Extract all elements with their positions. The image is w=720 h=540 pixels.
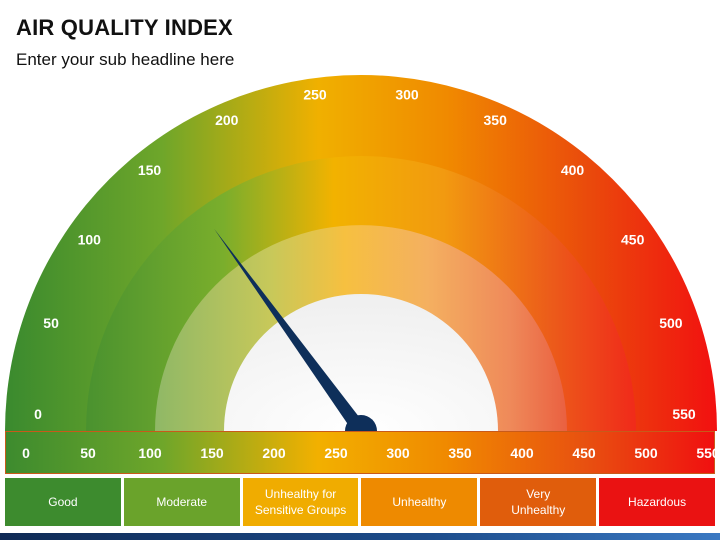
scale-label: 500 bbox=[634, 445, 658, 461]
category-2: Moderate bbox=[123, 478, 240, 526]
scale-label: 350 bbox=[448, 445, 472, 461]
scale-label: 450 bbox=[572, 445, 596, 461]
scale-label: 200 bbox=[262, 445, 286, 461]
arc-label: 250 bbox=[303, 86, 327, 102]
scale-bar: 0 50 100 150 200 250 300 350 400 450 500 550 bbox=[5, 431, 720, 474]
aqi-categories: Good Moderate Unhealthy for Sensitive Grou… bbox=[5, 478, 715, 526]
arc-label: 550 bbox=[672, 406, 696, 422]
arc-label: 0 bbox=[34, 406, 42, 422]
gauge-arc-labels: 0 50 100 150 200 250 300 350 400 450 500 550 bbox=[34, 86, 696, 422]
scale-label: 150 bbox=[200, 445, 224, 461]
scale-label: 400 bbox=[510, 445, 534, 461]
category-4: Unhealthy bbox=[361, 478, 478, 526]
scale-label: 550 bbox=[696, 445, 720, 461]
scale-label: 0 bbox=[22, 445, 30, 461]
scale-label: 300 bbox=[386, 445, 410, 461]
gauge-center bbox=[224, 294, 498, 431]
footer-strip bbox=[0, 533, 720, 540]
page-title: AIR QUALITY INDEX bbox=[16, 15, 233, 40]
page-subtitle: Enter your sub headline here bbox=[16, 50, 235, 69]
arc-label: 300 bbox=[395, 86, 419, 102]
arc-label: 150 bbox=[138, 162, 162, 178]
category-1: Good bbox=[5, 478, 121, 526]
arc-label: 350 bbox=[484, 112, 508, 128]
gauge-needle bbox=[214, 228, 367, 436]
scale-label: 250 bbox=[324, 445, 348, 461]
arc-label: 100 bbox=[78, 231, 102, 247]
category-5: Very Unhealthy bbox=[480, 478, 597, 526]
arc-label: 450 bbox=[621, 231, 645, 247]
scale-label: 100 bbox=[138, 445, 162, 461]
scale-label: 50 bbox=[80, 445, 96, 461]
category-6: Hazardous bbox=[599, 478, 715, 526]
category-3: Unhealthy for Sensitive Groups bbox=[242, 478, 359, 526]
arc-label: 200 bbox=[215, 112, 239, 128]
arc-label: 500 bbox=[659, 315, 683, 331]
arc-label: 50 bbox=[43, 315, 59, 331]
arc-label: 400 bbox=[561, 162, 585, 178]
